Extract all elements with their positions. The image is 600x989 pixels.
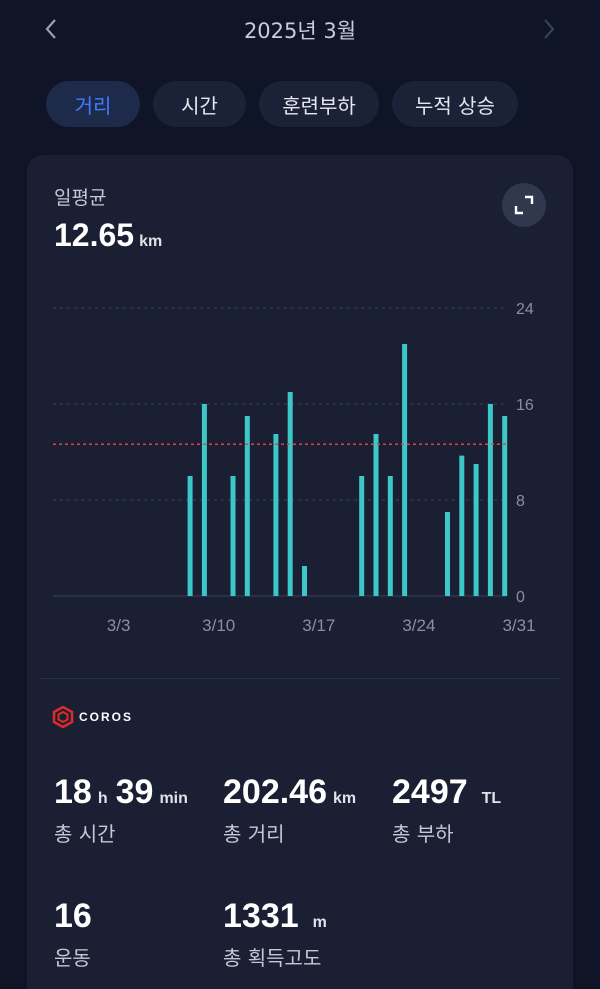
stat-unit: m [312,914,327,931]
stat-workouts: 16 운동 [54,897,92,971]
chart-bar [187,476,193,596]
y-tick-label: 0 [516,589,525,606]
stat-value: 2497 TL [392,773,509,812]
chart-bar [387,476,393,596]
stat-total-time: 18 h 39 min 총 시간 [54,773,196,847]
header: 2025년 3월 [0,0,600,60]
coros-logo-text: COROS [79,710,134,724]
stat-label: 총 시간 [54,822,116,846]
x-tick-label: 3/3 [107,616,131,635]
tab-training-load[interactable]: 훈련부하 [259,81,379,127]
x-tick-label: 3/31 [502,616,535,635]
chart-bar [359,476,365,596]
stat-total-load: 2497 TL 총 부하 [392,773,509,847]
stat-unit: km [333,790,357,807]
chart-bar [402,344,408,596]
coros-logo: COROS [52,706,133,728]
chart-bar [502,416,508,596]
chart-bar [230,476,236,596]
stat-total-distance: 202.46 km 총 거리 [223,773,364,847]
daily-average-number: 12.65 [54,217,135,253]
chart-bar [487,404,493,596]
tab-time[interactable]: 시간 [153,81,246,127]
tab-distance[interactable]: 거리 [46,81,140,127]
chevron-right-icon [544,19,555,39]
y-tick-label: 24 [516,301,534,318]
divider [41,678,559,679]
metric-tabs: 거리 시간 훈련부하 누적 상승 [46,81,518,127]
stat-value: 202.46 km [223,773,364,812]
stat-hours-unit: h [97,790,108,807]
chart-bar [302,566,307,596]
chart-bar [244,416,250,596]
prev-month-button[interactable] [36,14,66,44]
stat-number: 2497 [392,773,468,811]
summary-card: 일평균 12.65 km 0 8 16 24 3/3 3/10 3/17 3/24 3/31 CO… [27,155,573,989]
stat-hours: 18 [54,773,92,811]
stat-number: 16 [54,897,92,935]
daily-average-value: 12.65 km [54,217,162,254]
x-tick-label: 3/24 [402,616,435,635]
daily-average-label: 일평균 [54,187,107,209]
stat-number: 1331 [223,897,299,935]
chart-bar [373,434,379,596]
stat-unit: TL [481,790,502,807]
chart-bar [273,434,279,596]
expand-button[interactable] [502,183,546,227]
stat-minutes-unit: min [159,790,188,807]
coros-logo-icon [52,706,74,728]
stat-label: 총 부하 [392,822,454,846]
stat-total-elevation: 1331 m 총 획득고도 [223,897,335,971]
daily-average-unit: km [139,233,163,250]
x-tick-label: 3/17 [302,616,335,635]
expand-icon [514,195,534,215]
stat-label: 총 획득고도 [223,946,322,970]
stat-number: 202.46 [223,773,327,811]
stat-value: 16 [54,897,92,936]
chart-bar [201,404,207,596]
y-tick-label: 16 [516,397,534,414]
stat-label: 총 거리 [223,822,285,846]
chart-bar [473,464,479,596]
chart-bar [459,455,465,596]
stat-minutes: 39 [115,773,154,811]
x-tick-label: 3/10 [202,616,235,635]
tab-elevation-gain[interactable]: 누적 상승 [392,81,518,127]
chart-bar [287,392,293,596]
stat-value: 18 h 39 min [54,773,196,812]
next-month-button[interactable] [534,14,564,44]
y-tick-label: 8 [516,493,525,510]
stat-value: 1331 m [223,897,335,936]
stat-label: 운동 [54,946,91,970]
chevron-left-icon [45,19,56,39]
distance-bar-chart: 0 8 16 24 3/3 3/10 3/17 3/24 3/31 [53,301,536,635]
chart-bar [445,512,450,596]
month-title: 2025년 3월 [243,19,357,43]
